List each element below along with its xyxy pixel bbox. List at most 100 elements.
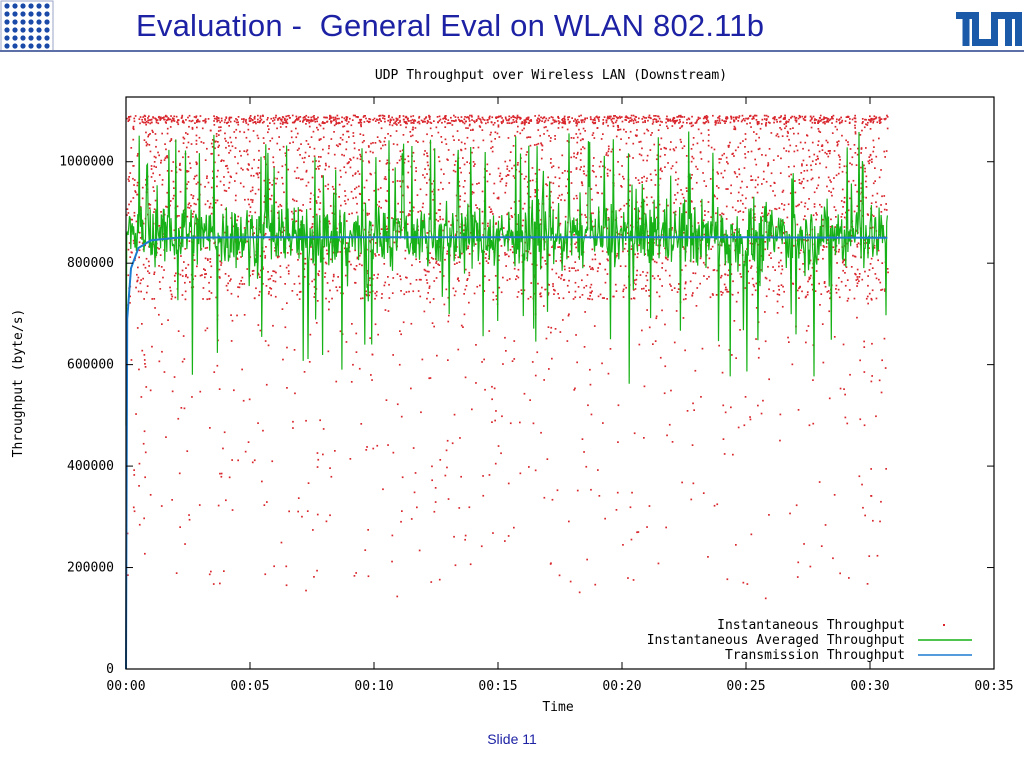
data-point xyxy=(468,271,471,274)
data-point xyxy=(477,117,480,120)
data-point xyxy=(820,118,823,121)
data-point xyxy=(369,118,372,121)
data-point xyxy=(209,427,211,429)
data-point xyxy=(399,150,402,153)
data-point xyxy=(185,132,187,134)
data-point xyxy=(689,280,692,283)
data-point xyxy=(584,118,586,121)
data-point xyxy=(447,122,450,124)
data-point xyxy=(310,116,313,119)
data-point xyxy=(265,285,268,287)
data-point xyxy=(772,159,775,161)
data-point xyxy=(310,192,312,195)
data-point xyxy=(590,292,592,294)
data-point xyxy=(454,234,457,237)
x-axis-label: Time xyxy=(542,700,573,715)
data-point xyxy=(489,211,492,213)
data-point xyxy=(343,117,346,120)
data-point xyxy=(634,283,637,286)
data-point xyxy=(783,221,785,224)
data-point xyxy=(625,119,628,121)
data-point xyxy=(347,162,350,164)
data-point xyxy=(475,204,477,206)
data-point xyxy=(371,379,373,381)
data-point xyxy=(498,136,501,138)
data-point xyxy=(359,158,362,161)
data-point xyxy=(295,119,297,121)
data-point xyxy=(248,214,251,217)
data-point xyxy=(312,216,315,218)
data-point xyxy=(331,185,334,188)
data-point xyxy=(155,145,157,148)
data-point xyxy=(731,223,734,225)
data-point xyxy=(582,146,584,148)
data-point xyxy=(622,296,625,298)
data-point xyxy=(607,145,610,148)
data-point xyxy=(143,298,145,300)
data-point xyxy=(547,292,550,294)
data-point xyxy=(737,291,739,294)
data-point xyxy=(609,117,611,120)
data-point xyxy=(833,150,836,152)
logo-dot xyxy=(36,3,42,9)
data-point xyxy=(534,172,537,175)
data-point xyxy=(354,281,356,284)
data-point xyxy=(481,222,484,225)
data-point xyxy=(398,116,401,119)
data-point xyxy=(872,519,874,522)
data-point xyxy=(770,132,773,134)
data-point xyxy=(733,231,736,234)
data-point xyxy=(645,285,647,287)
data-point xyxy=(880,289,882,291)
data-point xyxy=(764,340,767,343)
data-point xyxy=(607,372,610,375)
data-point xyxy=(462,121,464,124)
data-point xyxy=(373,274,375,276)
data-point xyxy=(567,314,570,317)
logo-dot xyxy=(36,35,42,41)
data-point xyxy=(819,304,821,306)
data-point xyxy=(360,122,363,124)
data-point xyxy=(657,129,660,131)
data-point xyxy=(705,117,707,119)
data-point xyxy=(360,124,362,126)
data-point xyxy=(585,285,588,287)
data-point xyxy=(186,170,188,173)
data-point xyxy=(272,270,274,272)
data-point xyxy=(575,124,578,127)
data-point xyxy=(755,163,758,166)
data-point xyxy=(872,120,875,123)
data-point xyxy=(444,116,447,119)
data-point xyxy=(690,121,693,124)
data-point xyxy=(138,368,140,371)
data-point xyxy=(716,185,718,187)
data-point xyxy=(764,241,767,243)
data-point xyxy=(224,273,227,275)
data-point xyxy=(804,296,807,299)
data-point xyxy=(323,116,325,119)
data-point xyxy=(223,189,226,192)
data-point xyxy=(596,270,599,273)
data-point xyxy=(620,185,622,187)
data-point xyxy=(720,158,722,160)
data-point xyxy=(147,117,149,119)
data-point xyxy=(473,165,475,167)
data-point xyxy=(696,142,699,145)
data-point xyxy=(195,222,197,225)
data-point xyxy=(838,166,841,169)
data-point xyxy=(473,292,476,295)
data-point xyxy=(272,156,275,159)
data-point xyxy=(562,319,564,321)
data-point xyxy=(639,140,642,143)
data-point xyxy=(856,285,858,287)
data-point xyxy=(243,283,246,285)
data-point xyxy=(439,271,441,273)
data-point xyxy=(132,138,135,141)
data-point xyxy=(797,561,800,564)
data-point xyxy=(875,155,878,158)
data-point xyxy=(497,445,500,447)
data-point xyxy=(365,290,367,293)
data-point xyxy=(513,261,515,264)
data-point xyxy=(605,154,608,156)
data-point xyxy=(761,118,764,121)
